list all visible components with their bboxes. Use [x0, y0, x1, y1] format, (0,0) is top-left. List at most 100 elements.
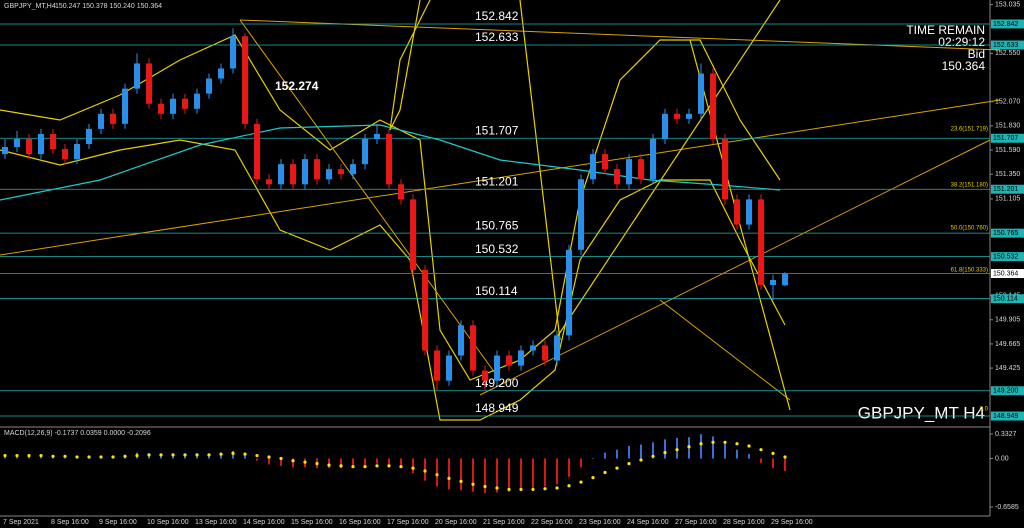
candle-body [146, 63, 152, 104]
fib-label: 61.8(150.333) [951, 268, 988, 274]
candle-body [662, 113, 668, 139]
y-tick-label: 152.550 [995, 50, 1020, 57]
y-tick-label: 151.590 [995, 147, 1020, 154]
signal-dot [759, 448, 763, 452]
signal-dot [687, 445, 691, 449]
x-tick-label: 9 Sep 16:00 [99, 519, 137, 526]
candle-body [50, 133, 56, 150]
macd-bar [760, 458, 762, 463]
bid-price: 150.364 [942, 59, 986, 73]
candle-body [122, 88, 128, 124]
level-box [991, 411, 1024, 421]
x-tick-label: 22 Sep 16:00 [531, 519, 573, 526]
macd-bar [616, 449, 618, 459]
signal-dot [99, 455, 103, 459]
signal-dot [603, 470, 607, 475]
level-label: 151.201 [475, 174, 519, 188]
candle-body [698, 73, 704, 114]
time-label: TIME REMAIN [906, 23, 985, 37]
macd-bar [724, 442, 726, 459]
fib-label: 38.2(151.180) [951, 183, 988, 189]
signal-dot [195, 453, 199, 457]
candle-body [14, 138, 20, 148]
candle-body [38, 133, 44, 155]
macd-bar [580, 458, 582, 468]
candle-body [614, 169, 620, 185]
candle-body [650, 138, 656, 180]
macd-bar [472, 458, 474, 492]
trend-line [689, 39, 791, 411]
y-tick-label: 0.3327 [995, 431, 1017, 438]
signal-dot [411, 466, 415, 470]
candle-body [254, 123, 260, 180]
candle-body [530, 345, 536, 351]
signal-dot [279, 456, 283, 461]
candle-body [326, 169, 332, 180]
current-price-label: 150.364 [993, 270, 1018, 277]
level-box-label: 150.765 [993, 230, 1018, 237]
signal-dot [327, 463, 331, 467]
level-label: 152.633 [475, 30, 519, 44]
candle-body [566, 249, 572, 336]
signal-dot [459, 479, 463, 483]
macd-bar [220, 453, 222, 459]
candle-body [626, 159, 632, 185]
macd-bar [400, 458, 402, 469]
trend-line [239, 19, 501, 381]
level-label: 152.842 [475, 9, 519, 23]
candle-body [602, 154, 608, 170]
signal-dot [771, 451, 775, 455]
signal-dot [615, 466, 619, 470]
level-box [991, 386, 1024, 396]
signal-dot [243, 452, 247, 456]
x-tick-label: 20 Sep 16:00 [435, 519, 477, 526]
signal-dot [555, 486, 559, 490]
macd-title: MACD(12,26,9) -0.1737 0.0359 0.0000 -0.2… [4, 430, 151, 437]
candle-body [194, 93, 200, 109]
signal-dot [159, 453, 163, 457]
macd-bar [436, 458, 438, 487]
time-remaining: 02:29:12 [938, 35, 985, 49]
candle-body [746, 199, 752, 225]
trend-line [0, 99, 1001, 256]
signal-dot [519, 487, 523, 492]
level-box-label: 152.842 [993, 21, 1018, 28]
candle-body [278, 164, 284, 185]
candle-body [62, 149, 68, 160]
macd-bar [256, 458, 258, 461]
signal-dot [87, 455, 91, 459]
y-tick-label: 153.035 [995, 1, 1020, 8]
macd-bar [184, 455, 186, 459]
candle-body [422, 269, 428, 351]
trend-line [554, 0, 781, 341]
y-tick-label: 149.905 [995, 317, 1020, 324]
fib-label: 23.6(151.719) [951, 127, 988, 133]
level-label: 151.707 [475, 123, 519, 137]
x-tick-label: 23 Sep 16:00 [579, 519, 621, 526]
signal-dot [135, 453, 139, 458]
candle-body [350, 164, 356, 175]
trend-line [659, 299, 791, 401]
candle-body [494, 355, 500, 381]
macd-bar [700, 434, 702, 459]
fib-label: 50.0(150.760) [951, 226, 988, 232]
level-box-label: 150.532 [993, 253, 1018, 260]
macd-bar [448, 458, 450, 490]
candle-body [98, 113, 104, 129]
macd-bar [160, 454, 162, 459]
signal-dot [207, 453, 211, 457]
level-box [991, 133, 1024, 143]
signal-dot [675, 448, 679, 452]
signal-dot [351, 465, 355, 469]
signal-dot [579, 480, 583, 484]
level-box [991, 184, 1024, 194]
y-tick-label: -0.6585 [995, 504, 1019, 511]
macd-bar [748, 454, 750, 459]
candle-body [170, 98, 176, 114]
macd-bar [556, 458, 558, 485]
macd-bar [328, 458, 330, 469]
signal-dot [255, 453, 259, 458]
y-tick-label: 151.105 [995, 196, 1020, 203]
